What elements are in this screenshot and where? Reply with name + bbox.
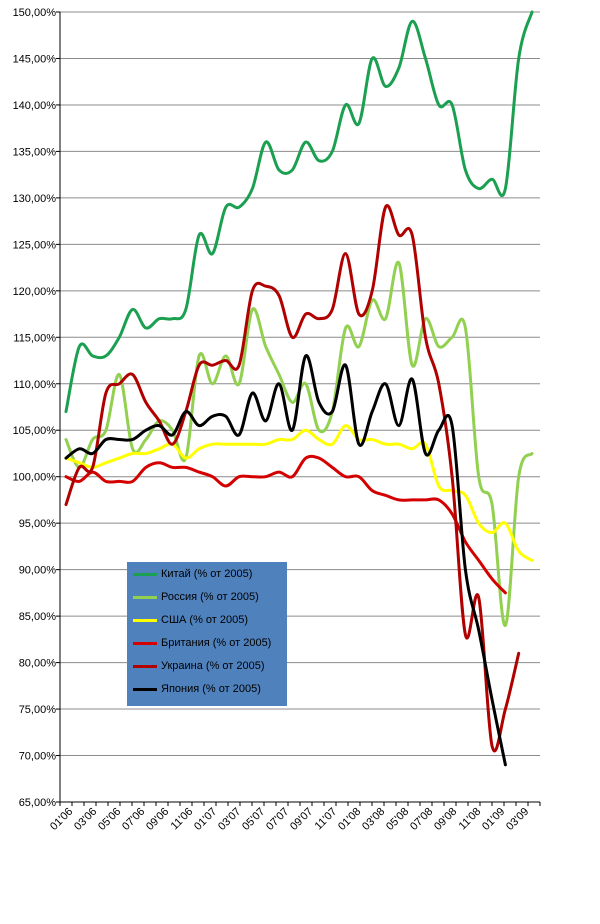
y-tick-label: 125,00% [13, 239, 57, 251]
legend-item: Украина (% от 2005) [133, 659, 265, 673]
series-line-4 [64, 204, 521, 753]
legend-label: США (% от 2005) [161, 614, 249, 626]
y-tick-label: 80,00% [19, 658, 57, 670]
legend-item: США (% от 2005) [133, 613, 248, 627]
legend-item: Япония (% от 2005) [133, 682, 261, 696]
x-tick-label: 01'08 [336, 806, 363, 833]
series-line-5 [64, 354, 507, 767]
series-line-3 [64, 454, 507, 595]
x-tick-label: 09'07 [288, 806, 315, 833]
legend: Китай (% от 2005) Россия (% от 2005) США… [127, 562, 287, 706]
legend-label: Украина (% от 2005) [161, 660, 265, 672]
legend-swatch [133, 664, 157, 668]
legend-swatch [133, 687, 157, 691]
legend-item: Британия (% от 2005) [133, 636, 271, 650]
y-tick-label: 85,00% [19, 611, 57, 623]
legend-item: Китай (% от 2005) [133, 567, 252, 581]
y-tick-label: 100,00% [13, 472, 57, 484]
x-tick-labels: 01'0603'0605'0607'0609'0611'0601'0703'07… [48, 806, 531, 833]
x-tick-label: 01'06 [48, 806, 75, 833]
y-tick-label: 65,00% [19, 797, 57, 809]
y-tick-labels: 65,00% 70,00% 75,00% 80,00% 85,00% 90,00% 95,0… [13, 7, 57, 809]
legend-swatch [133, 572, 157, 576]
x-tick-label: 03'07 [216, 806, 243, 833]
series-line-1 [64, 261, 534, 627]
legend-label: Британия (% от 2005) [161, 637, 272, 649]
y-tick-label: 145,00% [13, 53, 57, 65]
series-line-0 [64, 10, 534, 414]
x-tick-label: 11'06 [169, 806, 196, 833]
legend-label: Китай (% от 2005) [161, 568, 253, 580]
x-tick-label: 05'07 [240, 806, 267, 833]
legend-swatch [133, 641, 157, 645]
y-tick-label: 95,00% [19, 518, 57, 530]
axes [56, 11, 541, 806]
y-tick-label: 105,00% [13, 425, 57, 437]
x-tick-label: 03'06 [72, 806, 99, 833]
legend-label: Япония (% от 2005) [161, 683, 261, 695]
x-tick-label: 01'07 [192, 806, 219, 833]
y-tick-label: 75,00% [19, 704, 57, 716]
y-tick-label: 110,00% [13, 379, 56, 391]
y-tick-label: 120,00% [13, 286, 57, 298]
y-tick-label: 70,00% [19, 751, 57, 763]
x-tick-label: 03'09 [504, 806, 531, 833]
x-tick-label: 05'08 [384, 806, 411, 833]
x-tick-label: 05'06 [96, 806, 123, 833]
x-tick-label: 09'06 [144, 806, 171, 833]
x-tick-label: 09'08 [432, 806, 459, 833]
x-tick-label: 01'09 [480, 806, 507, 833]
x-tick-label: 11'07 [313, 806, 340, 833]
y-tick-label: 90,00% [19, 565, 57, 577]
x-tick-label: 07'08 [408, 806, 435, 833]
y-tick-label: 150,00% [13, 7, 57, 19]
legend-swatch [133, 595, 157, 599]
x-tick-label: 03'08 [360, 806, 387, 833]
x-tick-label: 11'08 [457, 806, 484, 833]
legend-item: Россия (% от 2005) [133, 590, 259, 604]
legend-swatch [133, 618, 157, 622]
series-lines [64, 10, 534, 767]
x-tick-label: 07'07 [264, 806, 291, 833]
y-tick-label: 140,00% [13, 100, 57, 112]
x-tick-label: 07'06 [120, 806, 147, 833]
y-tick-label: 115,00% [13, 332, 56, 344]
y-tick-label: 135,00% [13, 146, 57, 158]
y-tick-label: 130,00% [13, 193, 57, 205]
legend-label: Россия (% от 2005) [161, 591, 259, 603]
